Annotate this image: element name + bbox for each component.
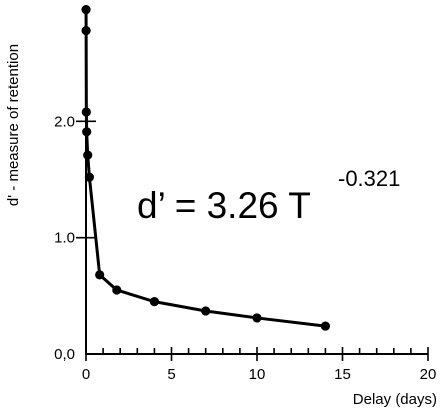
equation-label: d’ = 3.26 T <box>137 185 311 226</box>
data-point <box>81 5 91 15</box>
x-tick-label: 0 <box>82 366 90 383</box>
equation-exponent: -0.321 <box>338 166 400 191</box>
y-axis-title: d' - measure of retention <box>5 44 22 206</box>
x-tick-label: 10 <box>249 366 266 383</box>
data-point <box>84 172 95 182</box>
data-point <box>320 321 330 331</box>
x-tick-label: 20 <box>420 366 437 383</box>
data-point <box>112 285 122 295</box>
y-tick-label: 2.0 <box>54 113 75 130</box>
data-point <box>81 107 91 117</box>
data-point <box>201 306 211 316</box>
x-tick-label: 5 <box>167 366 175 383</box>
data-point <box>82 127 92 137</box>
ticks <box>76 120 429 361</box>
data-point <box>149 297 159 307</box>
x-tick-label: 15 <box>334 366 351 383</box>
y-tick-label: 0,0 <box>54 346 75 363</box>
data-point <box>83 150 93 160</box>
data-point <box>252 313 262 323</box>
fit-curve <box>84 9 326 328</box>
data-point <box>81 25 91 36</box>
x-axis-title: Delay (days) <box>353 391 437 408</box>
data-points <box>81 5 330 331</box>
y-tick-label: 1.0 <box>54 230 75 247</box>
data-point <box>95 270 105 280</box>
tick-labels: 0 5 10 15 20 0,0 1.0 2.0 <box>54 113 436 383</box>
